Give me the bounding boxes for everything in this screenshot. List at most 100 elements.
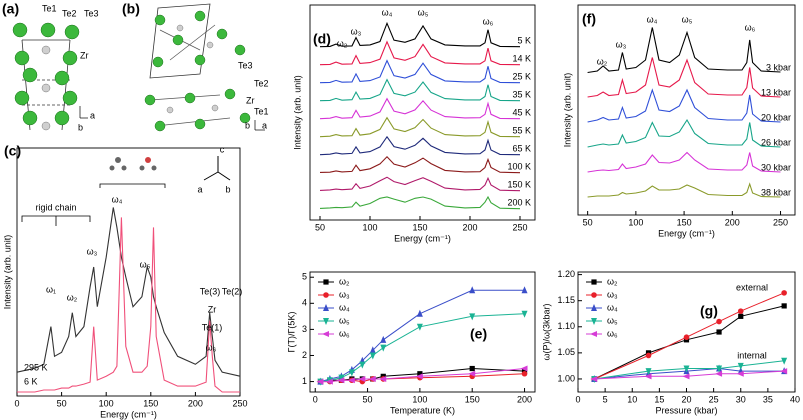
atom-label: Te3 [238, 60, 253, 70]
x-tick-label: 30 [736, 394, 746, 404]
annotation: ω₂ [597, 56, 608, 66]
marker [359, 361, 366, 369]
x-tick-label: 40 [790, 394, 800, 404]
y-tick-label: 1.00 [557, 373, 575, 383]
y-tick-label: 1 [302, 376, 307, 386]
plot-frame [309, 271, 536, 393]
series-label: 65 K [512, 143, 531, 153]
legend-marker [591, 304, 597, 311]
y-axis-label: Γ(T)/Γ(5K) [286, 312, 296, 353]
y-tick-label: 1.10 [557, 321, 575, 331]
marker [380, 335, 387, 343]
x-axis-label: Energy (cm⁻¹) [658, 228, 715, 238]
x-tick-label: 0 [575, 394, 580, 404]
annotation: ω₆ [206, 342, 217, 352]
annotation: ω₅ [682, 14, 693, 24]
marker [415, 373, 423, 380]
legend-marker [323, 292, 329, 298]
x-tick-label: 150 [143, 398, 158, 408]
marker [645, 352, 652, 359]
marker [521, 370, 528, 377]
series-line [320, 289, 525, 383]
marker [781, 357, 788, 365]
marker [683, 365, 690, 373]
axis-label: a [90, 110, 95, 120]
x-axis-label: Temperature (K) [390, 405, 455, 415]
x-axis-label: Pressure (kbar) [655, 405, 717, 415]
series-label: 45 K [512, 107, 531, 117]
axis-label: b [78, 122, 83, 132]
marker [781, 290, 787, 296]
legend-label: ω₆ [339, 328, 350, 338]
atom-label: Te1 [42, 3, 57, 13]
annotation: ω₃ [351, 26, 362, 36]
marker [417, 371, 423, 377]
marker [347, 377, 355, 384]
series-line [16, 207, 241, 377]
series-label: 30 kbar [761, 162, 791, 172]
x-tick-label: 50 [57, 398, 67, 408]
marker [369, 346, 376, 354]
atom-label: Te2 [62, 8, 77, 18]
atom-label: Te1 [254, 106, 269, 116]
marker [369, 352, 376, 360]
x-tick-label: 100 [362, 222, 377, 232]
series-line [594, 370, 785, 380]
annotation: ω₃ [616, 39, 627, 49]
series-label: 13 kbar [761, 87, 791, 97]
y-tick-label: 2 [302, 350, 307, 360]
y-tick-label: 5 [302, 272, 307, 282]
legend-marker [590, 331, 597, 337]
x-tick-label: 150 [412, 222, 427, 232]
legend-marker [323, 318, 329, 325]
plot-frame [16, 147, 241, 397]
bracket [99, 183, 166, 188]
annotation: rigid chain [35, 202, 76, 212]
series-label: 3 kbar [766, 62, 791, 72]
series-line [320, 368, 525, 383]
series-line [319, 21, 521, 48]
legend-label: 6 K [24, 376, 38, 386]
marker [379, 375, 387, 382]
x-tick-label: 250 [773, 217, 788, 227]
series-line [594, 360, 785, 380]
x-tick-label: 25 [709, 394, 719, 404]
annotation: Te(1) [202, 322, 223, 332]
series-line [587, 118, 781, 148]
x-tick-label: 150 [677, 217, 692, 227]
y-axis-label: Intensity (arb. unit) [562, 73, 572, 148]
plot-frame [309, 4, 536, 221]
legend-marker [591, 292, 597, 298]
x-tick-label: 150 [465, 394, 480, 404]
series-label: 38 kbar [761, 187, 791, 197]
panel-label: (e) [470, 326, 487, 342]
y-tick-label: 1.20 [557, 269, 575, 279]
x-tick-label: 100 [628, 217, 643, 227]
series-line [319, 116, 521, 138]
series-line [587, 182, 781, 198]
x-tick-label: 250 [512, 222, 527, 232]
annotation: ω₅ [140, 259, 151, 269]
x-tick-label: 100 [99, 398, 114, 408]
y-tick-label: 1.05 [557, 347, 575, 357]
structure-b [144, 3, 265, 132]
structure-a [12, 22, 88, 131]
x-tick-label: 250 [232, 398, 247, 408]
marker [469, 365, 475, 372]
marker [683, 334, 690, 341]
annotation: ω₄ [382, 7, 393, 17]
marker [682, 373, 690, 380]
y-tick-label: 3 [302, 324, 307, 334]
marker [348, 369, 355, 377]
series-label: 14 K [512, 53, 531, 63]
marker [716, 365, 723, 373]
marker [469, 313, 476, 321]
annotation: Te(3) [200, 286, 221, 296]
axis-label: b [245, 120, 250, 130]
annotation: ω₂ [67, 292, 78, 302]
marker [416, 309, 423, 317]
annotation: a [197, 184, 202, 194]
legend-marker [591, 318, 597, 325]
atom-label: Te3 [84, 8, 99, 18]
